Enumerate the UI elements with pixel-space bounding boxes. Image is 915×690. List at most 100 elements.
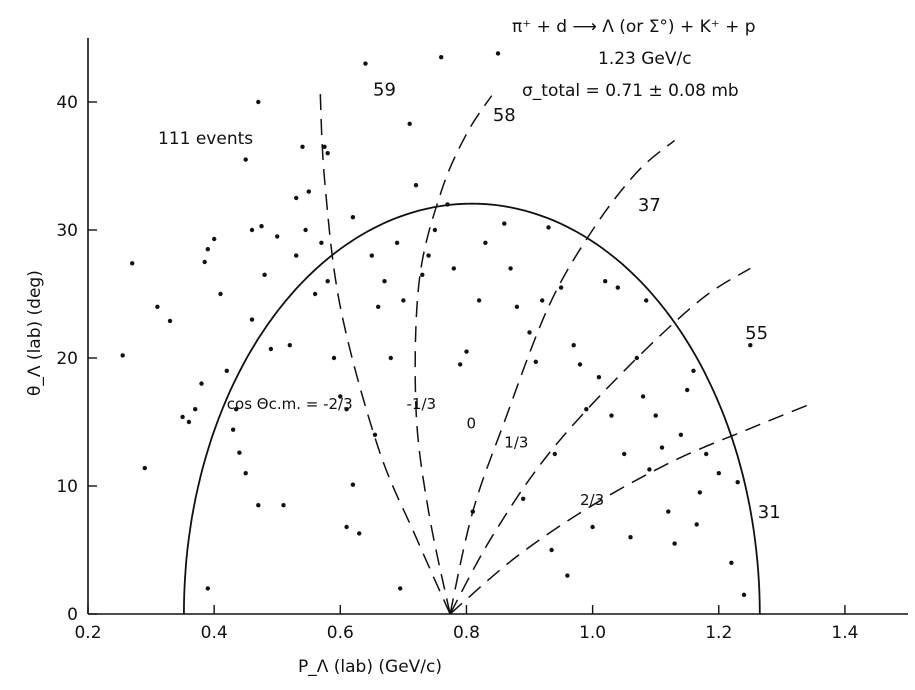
data-point <box>691 368 696 373</box>
data-point <box>628 535 633 540</box>
annotation-labels: 59 58 37 55 31 cos Θc.m. = -2/3 -1/3 0 1/3 2/3 <box>227 80 781 523</box>
data-point <box>303 227 308 233</box>
data-point <box>694 522 699 527</box>
y-tick-label: 40 <box>56 93 78 113</box>
data-point <box>514 304 520 309</box>
cos-value-label: cos Θc.m. = -2/3 <box>227 395 353 413</box>
x-tick-label: 0.4 <box>201 623 228 643</box>
data-point <box>546 225 551 230</box>
data-point <box>735 480 740 485</box>
data-point <box>224 368 229 373</box>
x-tick-label: 0.8 <box>453 623 480 643</box>
data-point <box>350 482 356 487</box>
data-point <box>476 298 482 303</box>
data-point <box>205 247 210 252</box>
data-point <box>322 144 327 149</box>
data-point <box>609 413 614 418</box>
data-point <box>259 224 264 229</box>
data-point <box>230 427 236 432</box>
data-point <box>331 355 337 361</box>
data-point <box>748 343 753 348</box>
y-axis-label: θ_Λ (lab) (deg) <box>25 270 45 396</box>
data-point <box>439 55 444 60</box>
x-tick-label: 0.2 <box>74 623 101 643</box>
data-point <box>634 355 639 361</box>
data-point <box>622 451 627 457</box>
data-point <box>659 445 665 450</box>
y-tick-label: 10 <box>56 477 78 497</box>
y-tick-label: 30 <box>56 221 78 241</box>
axis-ticks: 0.2 0.4 0.6 0.8 1.0 1.2 1.4 0 10 20 30 40 <box>56 93 858 643</box>
x-axis-label: P_Λ (lab) (GeV/c) <box>298 657 442 677</box>
data-point <box>344 524 349 530</box>
data-point <box>533 359 538 364</box>
data-point <box>407 121 412 127</box>
data-point <box>142 465 147 471</box>
total-cross-section: σ_total = 0.71 ± 0.08 mb <box>522 81 739 101</box>
data-point <box>130 261 135 266</box>
data-point <box>388 355 393 361</box>
data-point <box>697 490 702 495</box>
data-point <box>432 227 438 233</box>
data-point <box>275 234 280 239</box>
data-point <box>357 531 362 536</box>
data-point <box>577 362 583 367</box>
data-point <box>268 346 274 352</box>
data-point <box>458 362 463 367</box>
data-point <box>653 413 658 418</box>
data-point <box>243 157 248 162</box>
data-point <box>325 151 330 156</box>
x-tick-label: 1.2 <box>705 623 732 643</box>
cos-value-label: -1/3 <box>407 395 437 413</box>
region-count-label: 37 <box>638 195 661 216</box>
data-point <box>199 381 204 386</box>
data-point <box>704 451 709 457</box>
data-point <box>256 99 261 105</box>
data-point <box>382 279 387 284</box>
data-point <box>413 183 419 188</box>
data-point <box>565 573 570 578</box>
y-tick-label: 0 <box>67 605 78 625</box>
data-point <box>372 432 378 437</box>
data-point <box>394 240 400 245</box>
data-point <box>508 266 513 271</box>
data-point <box>294 195 299 201</box>
cos-curve-3 <box>449 267 751 615</box>
reaction-title: π⁺ + d ⟶ Λ (or Σ°) + K⁺ + p <box>512 17 756 37</box>
data-point <box>426 253 431 258</box>
data-point <box>243 471 248 476</box>
region-count-label: 31 <box>758 502 781 523</box>
data-point <box>495 51 501 56</box>
cos-value-label: 1/3 <box>504 434 528 452</box>
data-point <box>685 387 690 393</box>
data-point <box>640 394 646 399</box>
data-point <box>483 240 488 245</box>
cos-curve-1 <box>414 95 493 615</box>
data-point <box>571 343 576 348</box>
data-point <box>678 432 684 437</box>
cos-curve-4 <box>449 402 814 615</box>
data-point <box>120 353 125 358</box>
data-point <box>193 407 198 412</box>
region-count-label: 58 <box>493 105 516 126</box>
data-point <box>167 318 173 324</box>
data-point <box>464 349 469 354</box>
data-point <box>234 407 239 412</box>
data-point <box>363 61 368 66</box>
data-point <box>350 215 356 220</box>
data-point <box>300 144 305 149</box>
data-point <box>401 298 406 303</box>
data-point <box>716 471 721 476</box>
data-point <box>445 202 450 207</box>
data-point <box>596 375 602 380</box>
data-point <box>218 291 223 297</box>
data-point <box>584 407 589 412</box>
data-point <box>398 586 403 591</box>
data-point <box>312 291 318 297</box>
data-point <box>603 279 608 284</box>
data-point <box>186 419 192 425</box>
data-point <box>672 541 677 546</box>
cos-curve-0 <box>319 89 451 615</box>
data-point <box>644 298 649 303</box>
